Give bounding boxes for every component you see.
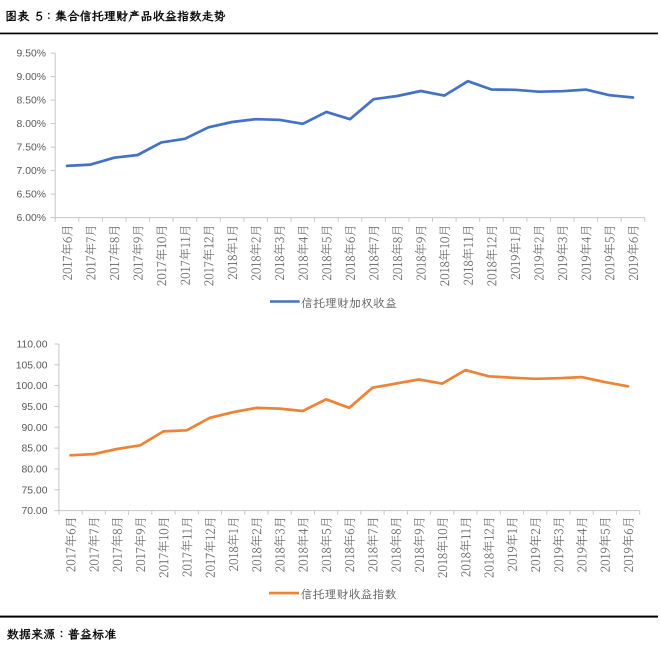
svg-text:100.00: 100.00: [16, 381, 48, 392]
svg-text:7.00%: 7.00%: [17, 166, 46, 177]
svg-text:6.00%: 6.00%: [17, 213, 46, 224]
svg-text:105.00: 105.00: [16, 360, 48, 371]
svg-text:8.00%: 8.00%: [17, 119, 46, 130]
svg-text:6.50%: 6.50%: [17, 190, 46, 201]
svg-text:9.00%: 9.00%: [17, 72, 46, 83]
svg-text:95.00: 95.00: [21, 402, 47, 413]
svg-text:90.00: 90.00: [21, 423, 47, 434]
svg-text:80.00: 80.00: [21, 465, 47, 476]
svg-text:9.50%: 9.50%: [17, 49, 46, 60]
svg-text:85.00: 85.00: [21, 444, 47, 455]
svg-text:70.00: 70.00: [21, 506, 47, 517]
svg-text:8.50%: 8.50%: [17, 96, 46, 107]
svg-text:110.00: 110.00: [16, 340, 47, 351]
svg-text:75.00: 75.00: [21, 485, 47, 496]
svg-text:7.50%: 7.50%: [17, 143, 46, 154]
